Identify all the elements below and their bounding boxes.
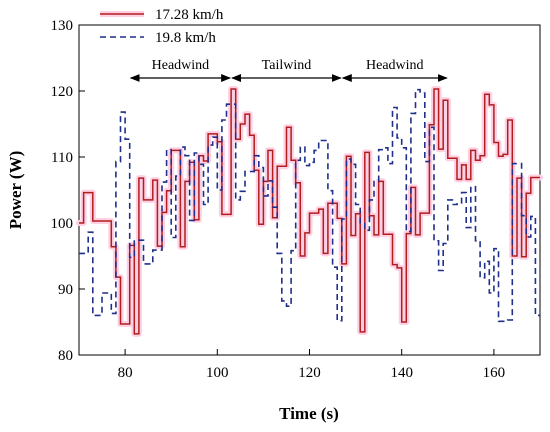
y-tick-label: 120 xyxy=(51,84,74,100)
y-tick-label: 130 xyxy=(51,18,74,34)
x-tick-label: 100 xyxy=(206,365,229,381)
x-tick-label: 120 xyxy=(298,365,321,381)
series-line-1 xyxy=(79,88,540,335)
series-line-2 xyxy=(79,88,540,323)
x-tick-label: 80 xyxy=(118,365,133,381)
annotation-label: Headwind xyxy=(366,58,424,73)
y-tick-label: 80 xyxy=(58,348,73,364)
y-axis-title: Power (W) xyxy=(6,151,25,230)
x-tick-label: 140 xyxy=(390,365,413,381)
x-axis-title: Time (s) xyxy=(279,404,339,423)
wind-annotations: Headwind Tailwind Headwind xyxy=(129,58,448,82)
x-axis: 80 100 120 140 160 xyxy=(118,349,506,381)
y-tick-label: 100 xyxy=(51,216,74,232)
legend-label-2: 19.8 km/h xyxy=(155,30,216,46)
legend: 17.28 km/h 19.8 km/h xyxy=(100,7,224,46)
y-tick-label: 90 xyxy=(58,282,73,298)
annotation-label: Tailwind xyxy=(262,58,312,73)
x-tick-label: 160 xyxy=(483,365,506,381)
y-tick-label: 110 xyxy=(51,150,73,166)
plot-series xyxy=(76,86,543,337)
y-axis: 80 90 100 110 120 130 xyxy=(51,18,85,364)
legend-label-1: 17.28 km/h xyxy=(155,7,224,23)
annotation-label: Headwind xyxy=(152,58,210,73)
